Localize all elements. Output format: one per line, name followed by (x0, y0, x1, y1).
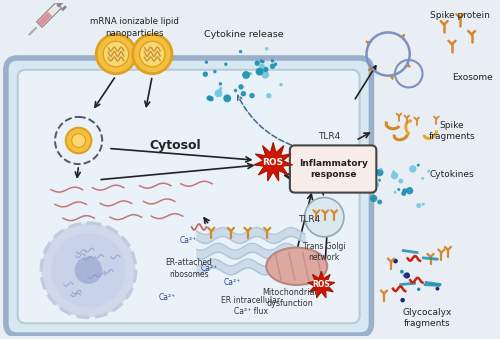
Circle shape (427, 170, 430, 173)
Circle shape (421, 177, 424, 180)
Text: Inflammatory
response: Inflammatory response (298, 159, 368, 179)
Circle shape (218, 82, 222, 85)
Circle shape (208, 96, 214, 101)
Circle shape (239, 50, 242, 53)
Circle shape (417, 287, 420, 291)
Circle shape (234, 89, 237, 92)
Circle shape (259, 64, 264, 69)
Text: Mitochondrial
dysfunction: Mitochondrial dysfunction (262, 288, 317, 308)
Circle shape (258, 68, 263, 74)
Circle shape (261, 60, 264, 63)
Circle shape (377, 200, 382, 204)
Circle shape (265, 47, 268, 51)
Circle shape (436, 287, 440, 291)
Circle shape (274, 62, 278, 66)
Circle shape (103, 41, 128, 67)
Polygon shape (308, 271, 335, 298)
Circle shape (238, 84, 244, 89)
Circle shape (404, 272, 410, 279)
Text: mRNA ionizable lipid
nanoparticles: mRNA ionizable lipid nanoparticles (90, 17, 179, 38)
Circle shape (403, 274, 407, 277)
Circle shape (213, 70, 216, 73)
Circle shape (256, 68, 264, 76)
Circle shape (260, 59, 263, 63)
Text: Ca²⁺: Ca²⁺ (180, 236, 198, 245)
Text: Ca²⁺: Ca²⁺ (158, 293, 176, 302)
Circle shape (140, 41, 165, 67)
FancyBboxPatch shape (18, 70, 359, 323)
Circle shape (96, 34, 136, 74)
Circle shape (393, 259, 398, 263)
Text: Cytokine release: Cytokine release (204, 31, 284, 39)
Circle shape (224, 95, 231, 102)
Polygon shape (36, 2, 62, 27)
Circle shape (250, 93, 254, 98)
Text: Spike
fragments: Spike fragments (428, 121, 476, 141)
Circle shape (402, 191, 406, 196)
Circle shape (304, 198, 344, 237)
Circle shape (262, 71, 269, 79)
Circle shape (224, 62, 228, 66)
Circle shape (248, 72, 252, 75)
Circle shape (214, 89, 222, 97)
Circle shape (279, 83, 282, 86)
Circle shape (391, 172, 398, 179)
Text: TLR4: TLR4 (318, 132, 340, 140)
Circle shape (394, 191, 396, 194)
Text: Cytokines: Cytokines (430, 171, 474, 179)
FancyBboxPatch shape (290, 145, 376, 193)
Circle shape (380, 168, 382, 171)
Circle shape (202, 72, 208, 77)
Text: Ca²⁺: Ca²⁺ (200, 264, 218, 273)
Circle shape (266, 93, 272, 98)
FancyBboxPatch shape (6, 58, 372, 335)
Circle shape (42, 223, 136, 317)
Circle shape (368, 181, 376, 188)
Circle shape (392, 170, 395, 173)
Text: Spike protein: Spike protein (430, 11, 490, 20)
Circle shape (218, 89, 222, 93)
Circle shape (402, 188, 407, 193)
Circle shape (400, 270, 404, 274)
Circle shape (66, 128, 92, 153)
Circle shape (72, 134, 86, 147)
Text: Glycocalyx
fragments: Glycocalyx fragments (402, 307, 452, 328)
Text: Ca²⁺: Ca²⁺ (224, 279, 240, 287)
Text: Cytosol: Cytosol (149, 139, 201, 152)
Text: ROS: ROS (312, 280, 330, 290)
Circle shape (51, 233, 126, 307)
Circle shape (398, 188, 400, 191)
Circle shape (271, 59, 274, 63)
Text: TLR4: TLR4 (298, 215, 320, 224)
Circle shape (400, 298, 405, 302)
Circle shape (409, 165, 416, 173)
Polygon shape (37, 12, 52, 27)
Circle shape (206, 95, 212, 101)
Ellipse shape (266, 247, 327, 285)
Circle shape (270, 64, 276, 69)
Polygon shape (254, 142, 292, 181)
Circle shape (372, 181, 379, 188)
Circle shape (242, 71, 250, 79)
Circle shape (406, 187, 413, 194)
Circle shape (376, 169, 384, 176)
Circle shape (74, 257, 102, 284)
Text: ROS: ROS (262, 158, 283, 167)
Text: ER intracellular
Ca²⁺ flux: ER intracellular Ca²⁺ flux (221, 296, 280, 316)
Circle shape (254, 60, 260, 66)
Circle shape (263, 67, 268, 72)
Circle shape (422, 203, 424, 206)
Circle shape (240, 91, 246, 96)
Text: Exosome: Exosome (452, 73, 492, 82)
Circle shape (204, 60, 208, 64)
Circle shape (219, 87, 222, 91)
Text: ER-attached
ribosomes: ER-attached ribosomes (165, 258, 212, 279)
Circle shape (132, 34, 172, 74)
Circle shape (398, 179, 403, 183)
Circle shape (417, 164, 420, 166)
Circle shape (370, 195, 378, 202)
Text: Trans Golgi
network: Trans Golgi network (303, 242, 346, 262)
Circle shape (378, 179, 381, 182)
Circle shape (416, 203, 422, 208)
